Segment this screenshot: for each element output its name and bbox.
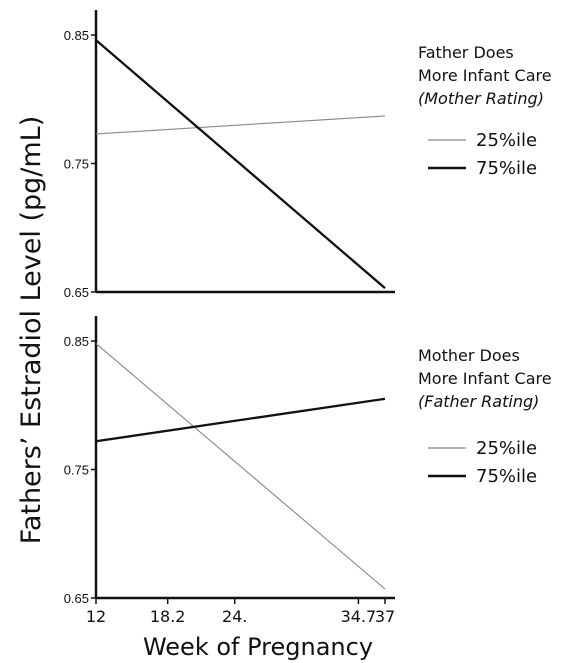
y-tick-label: 0.85: [64, 28, 89, 43]
legend-item-label: 75%ile: [476, 466, 537, 487]
legend-title-line: More Infant Care: [418, 66, 552, 85]
legend: Mother Does More Infant Care (Father Ratin…: [418, 346, 552, 487]
x-tick-label: 12: [86, 607, 106, 626]
legend-item-label: 25%ile: [476, 438, 537, 459]
x-tick-label: 18.2: [150, 607, 186, 626]
x-tick-label: 37: [375, 607, 395, 626]
y-tick-label: 0.75: [64, 463, 89, 478]
legend: Father Does More Infant Care (Mother Ratin…: [418, 43, 552, 179]
x-tick-label: 34.7: [341, 607, 377, 626]
x-axis-title: Week of Pregnancy: [143, 633, 373, 661]
series-line-25ile: [95, 343, 386, 590]
legend-title-line: Father Does: [418, 43, 514, 62]
x-tick-label: 24.: [222, 607, 247, 626]
legend-subtitle: (Mother Rating): [418, 89, 544, 108]
series-line-25ile: [95, 115, 386, 135]
series-line-75ile: [95, 397, 386, 443]
y-axis-title: Fathers’ Estradiol Level (pg/mL): [16, 116, 47, 544]
series-line-75ile: [95, 39, 386, 290]
legend-item-label: 75%ile: [476, 158, 537, 179]
legend-subtitle: (Father Rating): [418, 392, 539, 411]
legend-title-line: More Infant Care: [418, 369, 552, 388]
y-tick-label: 0.65: [64, 285, 89, 300]
legend-title-line: Mother Does: [418, 346, 520, 365]
y-tick-label: 0.65: [64, 591, 89, 606]
chart-panels: 0.65 0.75 0.85 Father Does More Infant Care (…: [64, 10, 552, 626]
y-tick-label: 0.85: [64, 334, 89, 349]
panel-1: 0.65 0.75 0.85 Father Does More Infant Care (…: [64, 10, 552, 300]
y-tick-label: 0.75: [64, 157, 89, 172]
legend-item-label: 25%ile: [476, 130, 537, 151]
